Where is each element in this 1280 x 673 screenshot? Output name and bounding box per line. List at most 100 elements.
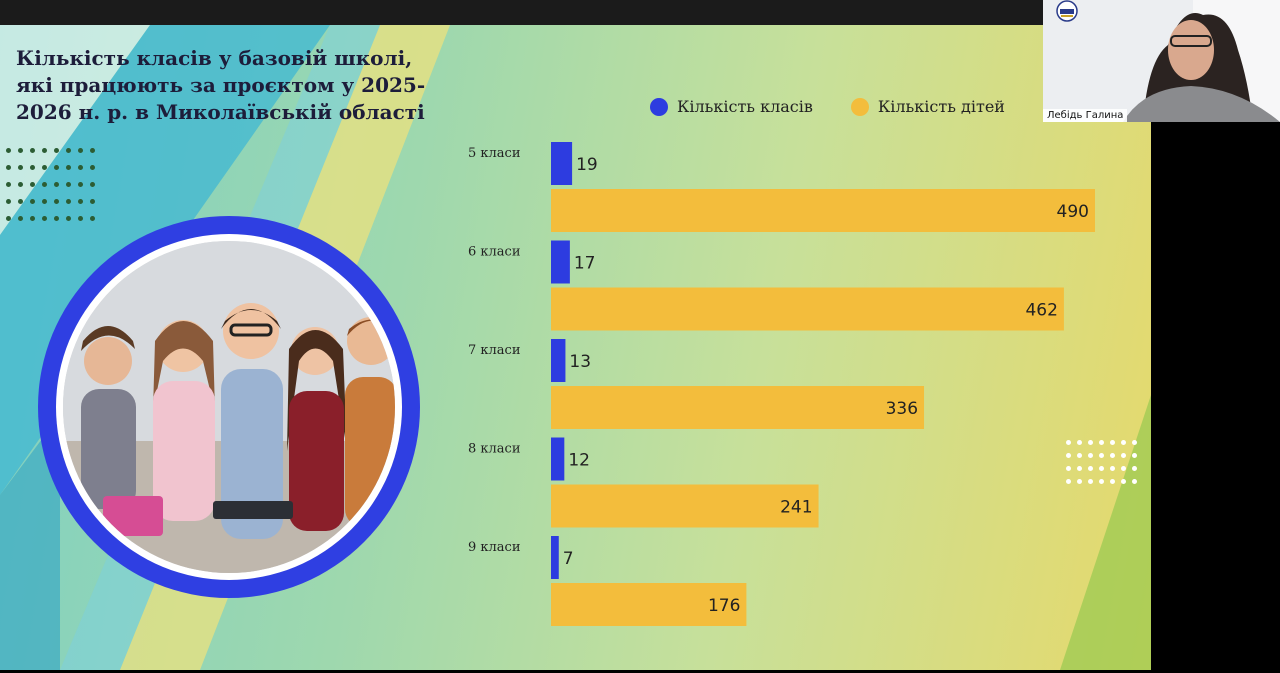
decorative-dot xyxy=(42,165,47,170)
decorative-dot xyxy=(1099,466,1104,471)
decorative-dot xyxy=(42,182,47,187)
decorative-dot xyxy=(6,182,11,187)
decorative-dot xyxy=(78,148,83,153)
decorative-dot xyxy=(1121,466,1126,471)
value-label-children: 241 xyxy=(780,498,812,518)
decorative-dot xyxy=(30,216,35,221)
bar-classes xyxy=(551,339,566,382)
bar-children xyxy=(551,189,1095,232)
category-label: 9 класи xyxy=(468,540,520,555)
decorative-dot xyxy=(6,148,11,153)
decorative-dot xyxy=(1088,466,1093,471)
decorative-dot xyxy=(1132,453,1137,458)
value-label-classes: 12 xyxy=(568,451,590,471)
decorative-dots-left xyxy=(6,148,102,233)
decorative-dot xyxy=(1099,479,1104,484)
institute-logo xyxy=(1053,0,1081,22)
decorative-dot xyxy=(78,165,83,170)
decorative-dot xyxy=(18,199,23,204)
decorative-dot xyxy=(1088,440,1093,445)
bar-children xyxy=(551,583,747,626)
decorative-dot xyxy=(1132,466,1137,471)
value-label-classes: 19 xyxy=(576,155,598,175)
decorative-dot xyxy=(1077,453,1082,458)
decorative-dot xyxy=(1110,440,1115,445)
decorative-dot xyxy=(1077,466,1082,471)
value-label-children: 490 xyxy=(1057,202,1089,222)
decorative-dot xyxy=(30,182,35,187)
participant-video xyxy=(1043,0,1280,122)
decorative-dot xyxy=(42,216,47,221)
legend-swatch-classes xyxy=(650,97,668,116)
decorative-dot xyxy=(1077,479,1082,484)
decorative-dot xyxy=(66,199,71,204)
photo-frame xyxy=(38,216,420,598)
decorative-dot xyxy=(66,148,71,153)
decorative-dot xyxy=(90,182,95,187)
bar-children xyxy=(551,386,925,429)
decorative-dot xyxy=(30,148,35,153)
chart-legend: Кількість класів Кількість дітей xyxy=(650,97,1005,116)
decorative-dot xyxy=(1088,479,1093,484)
slide-title: Кількість класів у базовій школі, які пр… xyxy=(16,46,426,124)
decorative-dot xyxy=(78,182,83,187)
decorative-dot xyxy=(30,165,35,170)
decorative-dot xyxy=(30,199,35,204)
decorative-dot xyxy=(90,148,95,153)
decorative-dot xyxy=(18,182,23,187)
decorative-dot xyxy=(1099,453,1104,458)
decorative-dot xyxy=(6,165,11,170)
decorative-dot xyxy=(1066,440,1071,445)
decorative-dot xyxy=(90,216,95,221)
decorative-dot xyxy=(42,148,47,153)
decorative-dot xyxy=(90,165,95,170)
value-label-children: 462 xyxy=(1025,301,1057,321)
students-illustration xyxy=(63,241,395,573)
decorative-dot xyxy=(54,165,59,170)
legend-item-children: Кількість дітей xyxy=(850,97,1005,116)
decorative-dot xyxy=(18,165,23,170)
decorative-dot xyxy=(1132,440,1137,445)
decorative-dot xyxy=(18,148,23,153)
value-label-classes: 13 xyxy=(569,352,591,372)
decorative-dot xyxy=(6,199,11,204)
value-label-children: 336 xyxy=(886,399,918,419)
decorative-dot xyxy=(66,216,71,221)
value-label-classes: 17 xyxy=(574,254,596,274)
bar-classes xyxy=(551,536,559,579)
decorative-dot xyxy=(90,199,95,204)
value-label-classes: 7 xyxy=(563,549,574,569)
decorative-dot xyxy=(18,216,23,221)
legend-swatch-children xyxy=(850,97,869,116)
decorative-dot xyxy=(1132,479,1137,484)
decorative-dot xyxy=(1110,466,1115,471)
bar-children xyxy=(551,484,819,528)
decorative-dot xyxy=(54,148,59,153)
decorative-dots-right xyxy=(1066,440,1143,492)
category-label: 7 класи xyxy=(468,343,520,358)
decorative-dot xyxy=(1121,440,1126,445)
bar-chart: 5 класи 19 490 6 класи 17 462 7 класи 13 336 8 кл… xyxy=(468,142,1095,626)
bar-classes xyxy=(551,142,573,185)
decorative-dot xyxy=(1110,479,1115,484)
decorative-dot xyxy=(1121,479,1126,484)
decorative-dot xyxy=(66,182,71,187)
webcam-tile[interactable]: Лебідь Галина xyxy=(1043,0,1280,122)
decorative-dot xyxy=(54,199,59,204)
legend-label-children: Кількість дітей xyxy=(877,97,1005,116)
decorative-dot xyxy=(1066,453,1071,458)
decorative-dot xyxy=(1099,440,1104,445)
decorative-dot xyxy=(78,199,83,204)
legend-label-classes: Кількість класів xyxy=(677,97,813,116)
category-label: 8 класи xyxy=(468,442,520,457)
decorative-dot xyxy=(1121,453,1126,458)
decorative-dot xyxy=(1066,466,1071,471)
decorative-dot xyxy=(1110,453,1115,458)
participant-name: Лебідь Галина xyxy=(1043,109,1128,122)
category-label: 6 класи xyxy=(468,245,520,260)
category-label: 5 класи xyxy=(468,146,520,161)
decorative-dot xyxy=(42,199,47,204)
decorative-dot xyxy=(66,165,71,170)
bar-children xyxy=(551,287,1064,331)
value-label-children: 176 xyxy=(708,596,740,616)
